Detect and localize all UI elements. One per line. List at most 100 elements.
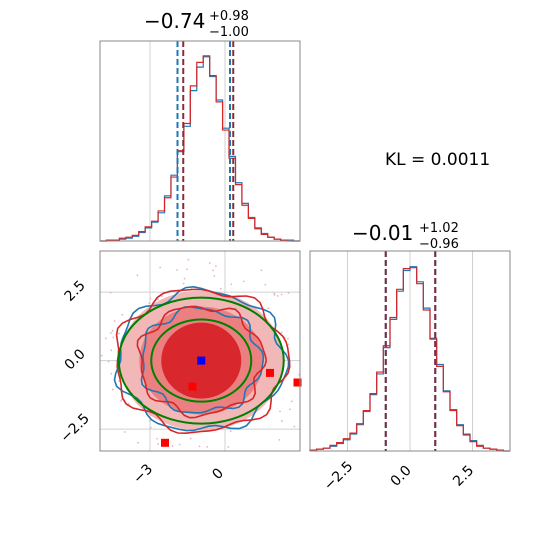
joint-scatter-dot xyxy=(156,437,159,440)
joint-scatter-dot xyxy=(157,443,159,445)
joint-xtick-label-1: 0 xyxy=(209,465,227,483)
joint-scatter-dot xyxy=(183,277,186,280)
right-hist-series-0 xyxy=(309,266,510,452)
joint-scatter-dot xyxy=(281,420,283,422)
joint-scatter-dot xyxy=(149,297,152,300)
joint-contour-blue-inner xyxy=(140,305,265,414)
joint-scatter-dot xyxy=(214,265,217,268)
title-param2: −0.01 +1.02 −0.96 xyxy=(352,221,459,252)
joint-scatter-dot xyxy=(273,292,276,295)
joint-scatter-dot xyxy=(290,400,293,403)
joint-scatter-dot xyxy=(107,360,110,363)
joint-marker-4 xyxy=(161,438,169,447)
joint-xtick-label-0: −3 xyxy=(130,461,156,487)
joint-scatter-dot xyxy=(176,269,178,271)
right-xtick-label-0: −2.5 xyxy=(321,458,356,493)
joint-scatter-dot xyxy=(149,426,152,429)
joint-scatter-dot xyxy=(104,337,107,340)
joint-scatter-dot xyxy=(276,295,279,297)
title-param1: −0.74 +0.98 −1.00 xyxy=(144,9,249,40)
joint-scatter-dot xyxy=(121,313,124,316)
top-hist-series-1 xyxy=(100,55,300,242)
joint-marker-0 xyxy=(197,356,206,365)
joint-scatter-dot xyxy=(206,445,209,448)
panel-top-histogram xyxy=(99,40,301,242)
joint-scatter-dot xyxy=(213,275,216,277)
joint-scatter-dot xyxy=(161,295,164,298)
joint-scatter-dot xyxy=(110,349,113,352)
joint-scatter-dot xyxy=(279,410,281,413)
panel-joint-contour: 2.5 0.0 −2.5 −3 0 xyxy=(57,250,302,487)
kl-annotation: KL = 0.0011 xyxy=(385,150,490,170)
joint-reference-ellipse-1 xyxy=(150,318,253,403)
joint-scatter-dot xyxy=(118,332,120,335)
title-param1-minus: −1.00 xyxy=(209,25,249,40)
joint-scatter-dot xyxy=(278,438,281,441)
joint-scatter-dot xyxy=(136,274,139,277)
joint-contour-red-outer xyxy=(115,288,291,435)
joint-scatter-dot xyxy=(123,431,126,433)
joint-scatter-dot xyxy=(242,280,245,283)
joint-scatter-dot xyxy=(189,437,192,440)
joint-scatter-dot xyxy=(293,425,296,428)
joint-scatter-dot xyxy=(227,446,230,448)
title-param2-minus: −0.96 xyxy=(419,237,459,252)
joint-scatter-dot xyxy=(171,445,174,447)
top-frame xyxy=(99,40,301,242)
joint-scatter-dot xyxy=(111,388,114,391)
joint-scatter-dot xyxy=(208,262,211,264)
joint-ytick-label-0: 2.5 xyxy=(62,278,89,305)
title-param1-plus: +0.98 xyxy=(209,9,249,24)
joint-contour-blue-outer xyxy=(113,285,290,432)
joint-scatter-dot xyxy=(280,293,283,296)
right-hist-series-1 xyxy=(309,267,510,452)
joint-scatter-dot xyxy=(159,266,162,269)
joint-scatter-dot xyxy=(260,269,263,272)
joint-scatter-dot xyxy=(187,258,190,261)
joint-scatter-dot xyxy=(219,287,222,290)
joint-marker-3 xyxy=(293,378,302,387)
top-hist-series-0 xyxy=(100,56,300,242)
right-xtick-label-2: 2.5 xyxy=(450,463,477,490)
joint-marker-1 xyxy=(188,382,197,391)
joint-scatter-dot xyxy=(113,320,116,322)
joint-scatter-dot xyxy=(287,337,289,340)
panel-right-histogram: −2.5 0.0 2.5 xyxy=(309,250,511,494)
joint-scatter-dot xyxy=(198,445,201,448)
joint-scatter-dot xyxy=(109,291,112,294)
joint-scatter-dot xyxy=(230,283,233,286)
joint-scatter-dot xyxy=(111,329,114,332)
right-xtick-label-1: 0.0 xyxy=(388,463,415,490)
joint-scatter-dot xyxy=(289,408,291,411)
joint-ytick-label-2: −2.5 xyxy=(57,411,92,446)
joint-contour-red-inner xyxy=(136,305,267,419)
joint-frame xyxy=(99,250,301,452)
joint-scatter-dot xyxy=(120,400,122,402)
joint-reference-ellipse-0 xyxy=(117,296,285,425)
joint-scatter-dot xyxy=(148,302,151,305)
joint-scatter-dot xyxy=(100,354,103,357)
joint-scatter-dot xyxy=(287,343,290,346)
joint-scatter-dot xyxy=(178,443,181,446)
joint-scatter-dot xyxy=(267,307,270,310)
joint-scatter-dot xyxy=(137,441,140,444)
title-param2-median: −0.01 xyxy=(352,221,413,245)
joint-scatter-dot xyxy=(212,269,215,272)
joint-scatter-dot xyxy=(148,419,151,422)
joint-scatter-dot xyxy=(273,293,276,296)
title-param2-plus: +1.02 xyxy=(419,221,459,236)
joint-scatter-dot xyxy=(157,298,159,301)
joint-scatter-dot xyxy=(112,336,115,339)
right-frame xyxy=(309,250,511,452)
joint-scatter-dot xyxy=(110,332,112,334)
joint-scatter-dot xyxy=(229,430,232,433)
joint-scatter-dot xyxy=(280,331,283,334)
joint-marker-2 xyxy=(266,368,274,377)
joint-scatter-dot xyxy=(110,372,113,375)
joint-scatter-dot xyxy=(182,282,185,285)
title-param1-median: −0.74 xyxy=(144,9,205,33)
joint-scatter-dot xyxy=(127,402,130,405)
joint-scatter-dot xyxy=(287,292,290,294)
joint-scatter-dot xyxy=(186,268,188,271)
